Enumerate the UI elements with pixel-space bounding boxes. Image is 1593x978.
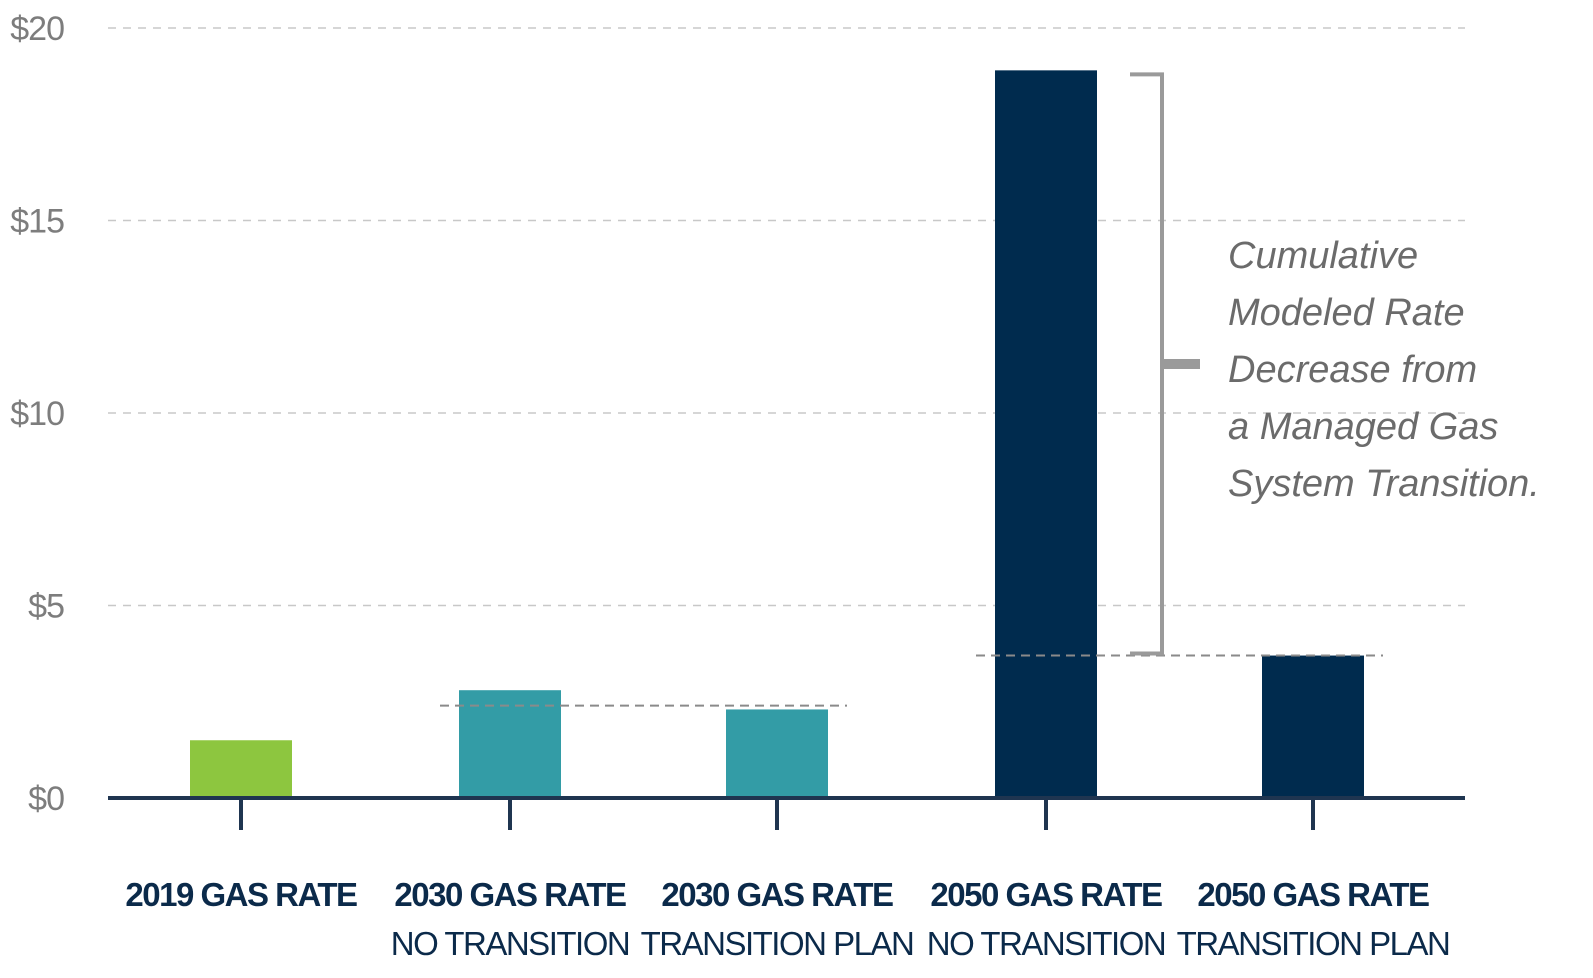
y-tick-label: $10 xyxy=(10,395,64,433)
bar xyxy=(726,709,828,798)
bars xyxy=(190,70,1364,799)
bracket-line xyxy=(1130,72,1164,656)
y-tick-label: $0 xyxy=(28,780,64,818)
category-label: 2030 GAS RATE xyxy=(394,876,626,913)
annotation-line: Decrease from xyxy=(1228,349,1477,391)
category-sublabel: NO TRANSITION xyxy=(927,925,1165,962)
category-label: 2019 GAS RATE xyxy=(125,876,357,913)
grid-lines xyxy=(108,27,1465,607)
y-tick-label: $20 xyxy=(10,10,64,48)
savings-bracket xyxy=(1130,72,1200,656)
category-sublabel: TRANSITION PLAN xyxy=(1177,925,1450,962)
bar xyxy=(995,70,1097,799)
annotation-line: Modeled Rate xyxy=(1228,292,1465,334)
bar xyxy=(1262,655,1364,798)
category-sublabel: TRANSITION PLAN xyxy=(641,925,914,962)
bracket-annotation: Cumulative Modeled Rate Decrease from a Man… xyxy=(1228,235,1540,505)
annotation-line: System Transition. xyxy=(1228,463,1540,505)
reference-lines xyxy=(440,654,1383,707)
category-label: 2050 GAS RATE xyxy=(1197,876,1429,913)
y-tick-label: $15 xyxy=(10,203,64,241)
category-sublabel: NO TRANSITION xyxy=(391,925,629,962)
y-axis-ticks: $0 $5 $10 $15 $20 xyxy=(10,10,65,818)
bar xyxy=(190,740,292,798)
bar xyxy=(459,690,561,798)
category-label: 2050 GAS RATE xyxy=(930,876,1162,913)
y-tick-label: $5 xyxy=(28,588,64,626)
category-label: 2030 GAS RATE xyxy=(661,876,893,913)
x-axis-ticks: 2019 GAS RATE 2030 GAS RATE NO TRANSITION 2… xyxy=(125,798,1451,962)
annotation-line: a Managed Gas xyxy=(1228,406,1498,448)
annotation-line: Cumulative xyxy=(1228,235,1418,277)
